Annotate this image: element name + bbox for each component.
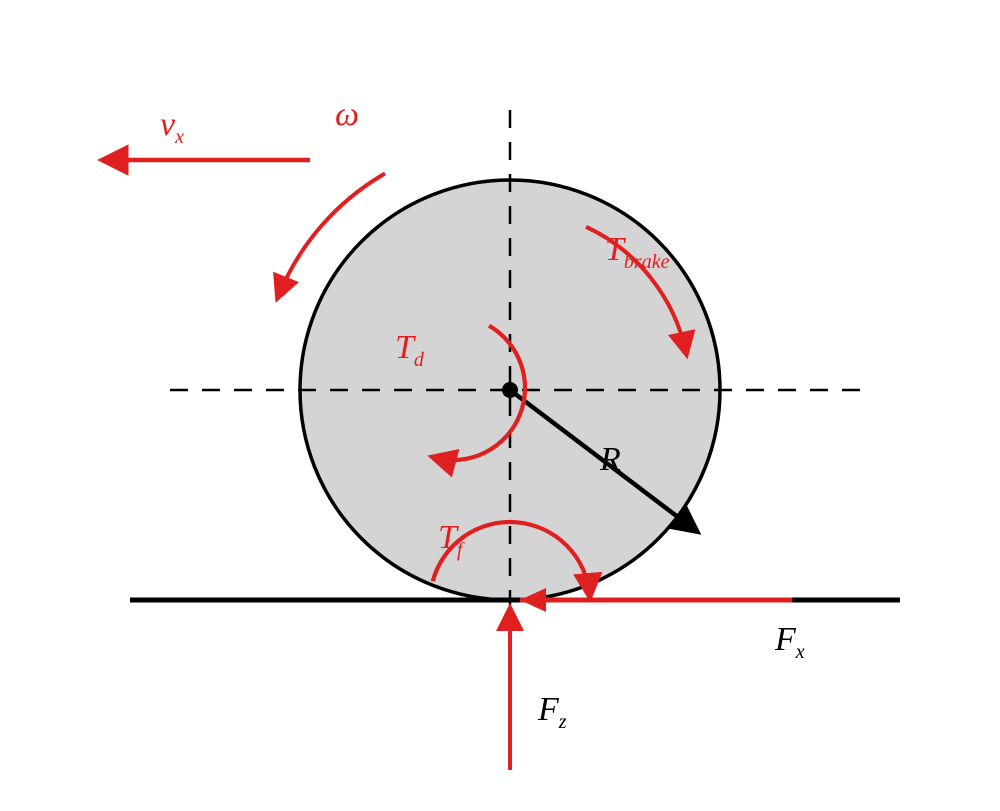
fx-label: Fx [774,621,805,663]
omega-label: ω [335,96,359,133]
fz-label: Fz [537,691,567,733]
vx-label: vx [160,106,184,148]
wheel-free-body-diagram: vx ω Tbrake Td Tf R Fx Fz [0,0,1000,811]
radius-label: R [599,441,621,478]
